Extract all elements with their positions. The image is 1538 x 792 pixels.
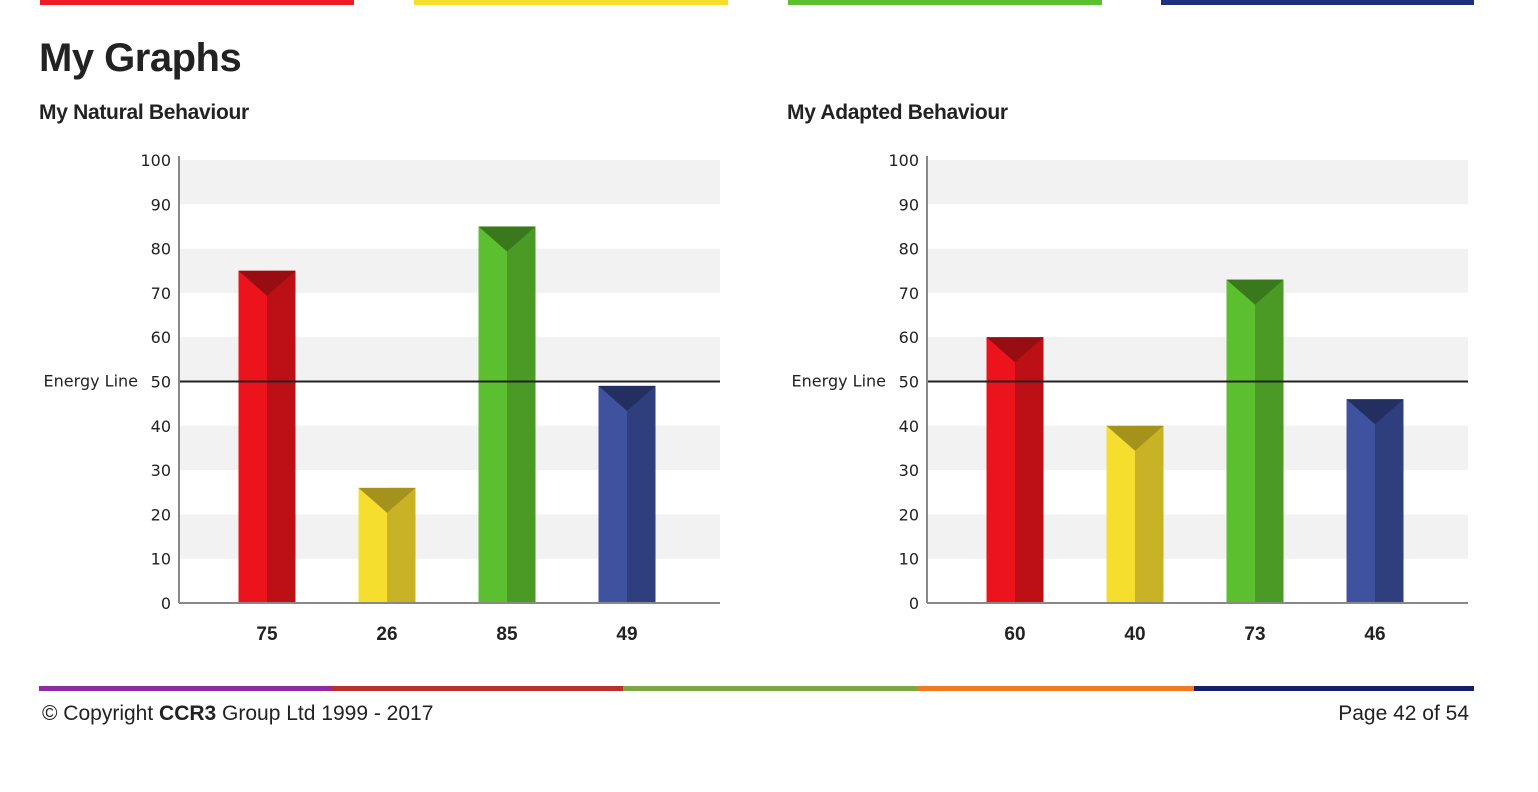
bar-front	[238, 270, 267, 603]
adapted-behaviour-chart: 0 10 20 30 40 50 60 70 80 90 100 60 40 73 46 Energy Lin…	[792, 151, 1468, 645]
bar	[478, 226, 536, 603]
bar-cap	[358, 487, 416, 513]
y-tick-label: 40	[151, 417, 171, 436]
bottom-bar-orange	[918, 686, 1194, 691]
natural-behaviour-chart: 0 10 20 30 40 50 60 70 80 90 100 75 26 85 49 Energy Lin…	[44, 151, 720, 645]
y-tick-label: 60	[151, 328, 171, 347]
bar-side	[507, 226, 536, 603]
bar-value-label: 75	[256, 624, 278, 645]
bottom-bar-olive	[623, 686, 918, 691]
y-tick-label: 70	[899, 284, 919, 303]
bar	[238, 270, 296, 603]
grid-band	[927, 248, 1468, 293]
page-number: Page 42 of 54	[1338, 702, 1469, 725]
bar-value-label: 85	[496, 624, 518, 645]
y-tick-label: 20	[899, 505, 919, 524]
bar-cap	[238, 270, 296, 296]
y-tick-label: 30	[899, 461, 919, 480]
bar-cap	[478, 226, 536, 252]
chart-title-natural: My Natural Behaviour	[39, 101, 249, 124]
top-bar-blue	[1161, 0, 1474, 5]
bar-side	[267, 270, 296, 603]
top-bar-red	[40, 0, 354, 5]
bar-front	[478, 226, 507, 603]
bottom-bar-purple	[39, 686, 331, 691]
y-tick-label: 100	[888, 151, 919, 170]
y-tick-label: 10	[151, 550, 171, 569]
bar	[358, 487, 416, 603]
bottom-bar-navy	[1194, 686, 1474, 691]
bar-cap	[1346, 399, 1404, 425]
top-bar-green	[788, 0, 1102, 5]
bar-value-label: 60	[1004, 624, 1025, 645]
bar-cap	[986, 337, 1044, 363]
y-tick-label: 50	[899, 373, 919, 392]
y-tick-label: 30	[151, 461, 171, 480]
y-tick-label: 90	[151, 195, 171, 214]
bottom-bar-darkred	[331, 686, 623, 691]
y-tick-label: 60	[899, 328, 919, 347]
footer-copyright: © Copyright CCR3 Group Ltd 1999 - 2017	[42, 702, 433, 726]
y-tick-label: 50	[151, 373, 171, 392]
bar-front	[598, 385, 627, 603]
bar-value-label: 49	[616, 624, 637, 645]
y-tick-label: 10	[899, 550, 919, 569]
energy-line-label: Energy Line	[792, 372, 886, 391]
copyright-suffix: Group Ltd 1999 - 2017	[216, 702, 434, 725]
bar	[986, 337, 1044, 603]
y-tick-label: 80	[151, 240, 171, 259]
bar-side	[1255, 279, 1284, 603]
bar	[598, 385, 656, 603]
bar-front	[986, 337, 1015, 603]
y-tick-label: 20	[151, 505, 171, 524]
energy-line-label: Energy Line	[44, 372, 138, 391]
bar	[1346, 399, 1404, 603]
bar-front	[1226, 279, 1255, 603]
y-tick-label: 80	[899, 240, 919, 259]
y-tick-label: 100	[140, 151, 171, 170]
y-tick-label: 0	[909, 594, 919, 613]
copyright-brand: CCR3	[159, 702, 217, 725]
chart-title-adapted: My Adapted Behaviour	[787, 101, 1008, 124]
bar-side	[1375, 399, 1404, 603]
y-tick-label: 0	[161, 594, 171, 613]
y-tick-label: 70	[151, 284, 171, 303]
grid-band	[179, 160, 720, 205]
bar-cap	[598, 385, 656, 411]
bar-side	[627, 385, 656, 603]
copyright-prefix: © Copyright	[42, 702, 160, 725]
y-tick-label: 40	[899, 417, 919, 436]
bar-value-label: 26	[376, 624, 397, 645]
bar-side	[1135, 425, 1164, 603]
bar-cap	[1226, 279, 1284, 305]
bar	[1226, 279, 1284, 603]
bar	[1106, 425, 1164, 603]
bar-cap	[1106, 425, 1164, 451]
bar-side	[1015, 337, 1044, 603]
bar-front	[1106, 425, 1135, 603]
page-title: My Graphs	[39, 36, 242, 80]
top-bar-yellow	[414, 0, 728, 5]
y-tick-label: 90	[899, 195, 919, 214]
bar-value-label: 46	[1364, 624, 1385, 645]
bar-value-label: 73	[1244, 624, 1265, 645]
bar-value-label: 40	[1124, 624, 1145, 645]
bar-front	[1346, 399, 1375, 603]
grid-band	[927, 160, 1468, 205]
